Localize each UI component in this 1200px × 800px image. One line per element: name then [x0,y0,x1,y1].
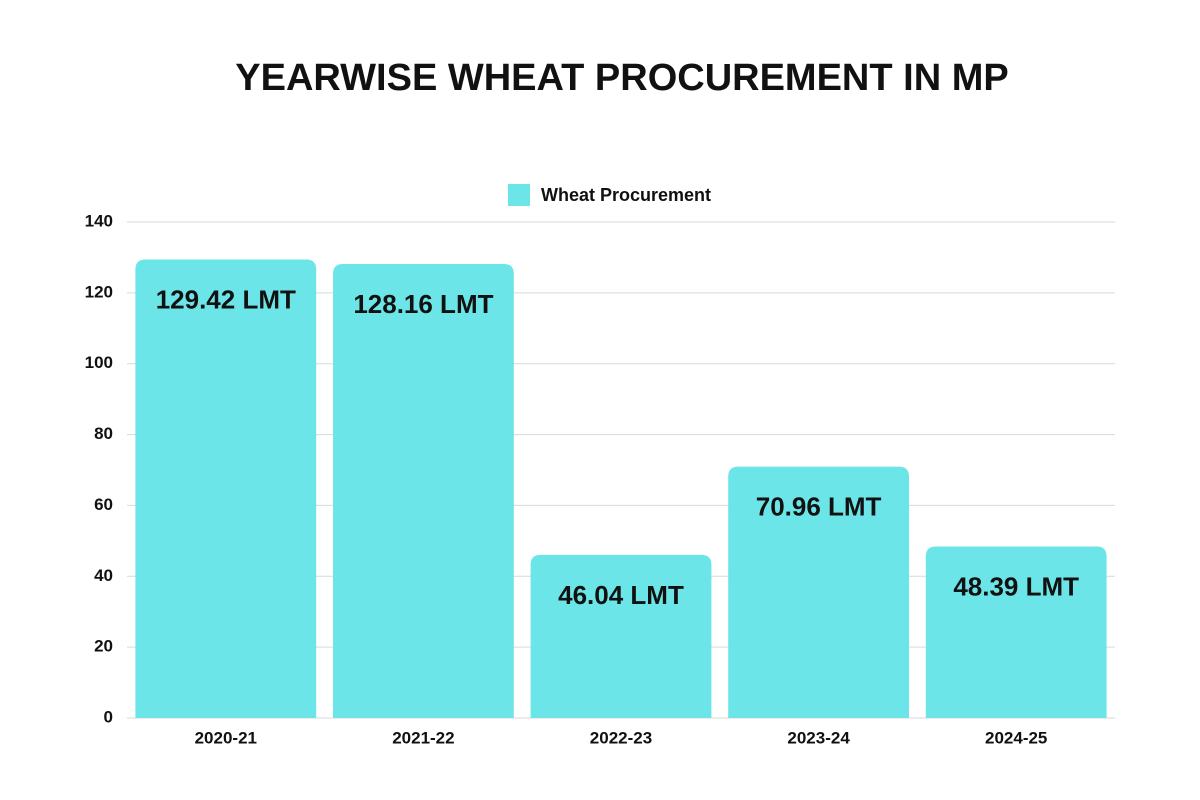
bar [332,263,514,718]
chart-title: YEARWISE WHEAT PROCUREMENT IN MP [235,57,1008,99]
x-tick-label: 2022-23 [590,728,652,747]
value-label: 46.04 LMT [558,580,684,610]
y-tick-label: 20 [94,637,113,656]
bar [530,554,712,718]
legend-swatch [508,184,530,206]
value-label: 70.96 LMT [756,491,882,521]
x-tick-label: 2021-22 [392,728,454,747]
y-tick-label: 80 [94,424,113,443]
bar [135,259,317,718]
bar [925,546,1107,718]
y-tick-label: 60 [94,495,113,514]
y-tick-label: 0 [104,707,113,726]
value-label: 129.42 LMT [156,284,296,314]
y-tick-label: 100 [85,353,113,372]
value-label: 48.39 LMT [953,571,1079,601]
bar [728,466,910,718]
y-tick-label: 40 [94,566,113,585]
x-tick-label: 2020-21 [195,728,257,747]
value-label: 128.16 LMT [353,289,493,319]
y-tick-label: 120 [85,282,113,301]
x-tick-label: 2023-24 [787,728,850,747]
legend-label: Wheat Procurement [541,185,711,205]
x-tick-label: 2024-25 [985,728,1047,747]
y-tick-label: 140 [85,211,113,230]
